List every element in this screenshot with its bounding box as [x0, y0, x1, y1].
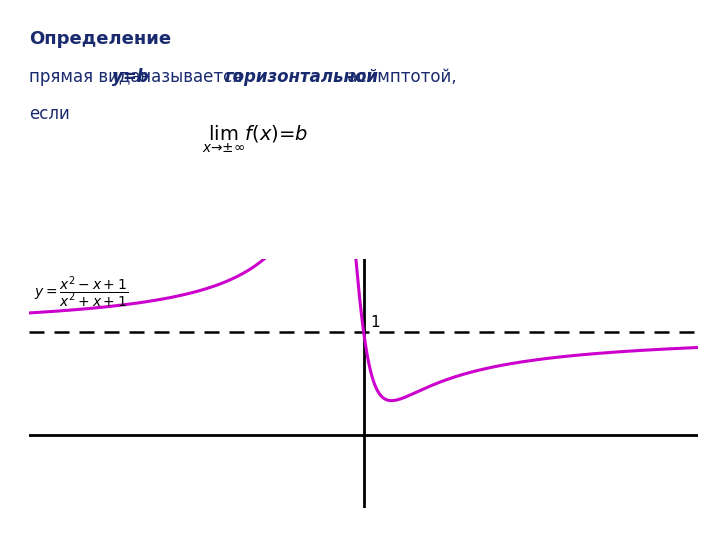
Text: если: если [29, 105, 70, 123]
Text: называется: называется [135, 68, 248, 85]
Text: $y = \dfrac{x^2 - x + 1}{x^2 + x + 1}$: $y = \dfrac{x^2 - x + 1}{x^2 + x + 1}$ [35, 275, 128, 310]
Text: Определение: Определение [29, 30, 171, 48]
Text: 1: 1 [371, 315, 380, 329]
Text: :: : [135, 30, 142, 48]
Text: $\lim_{x \to \pm\infty} f(x) = b$: $\lim_{x \to \pm\infty} f(x) = b$ [202, 124, 307, 155]
Text: y=b: y=b [112, 68, 148, 85]
Text: прямая вида: прямая вида [29, 68, 145, 85]
Text: асимптотой,: асимптотой, [342, 68, 456, 85]
Text: горизонтальной: горизонтальной [225, 68, 379, 85]
